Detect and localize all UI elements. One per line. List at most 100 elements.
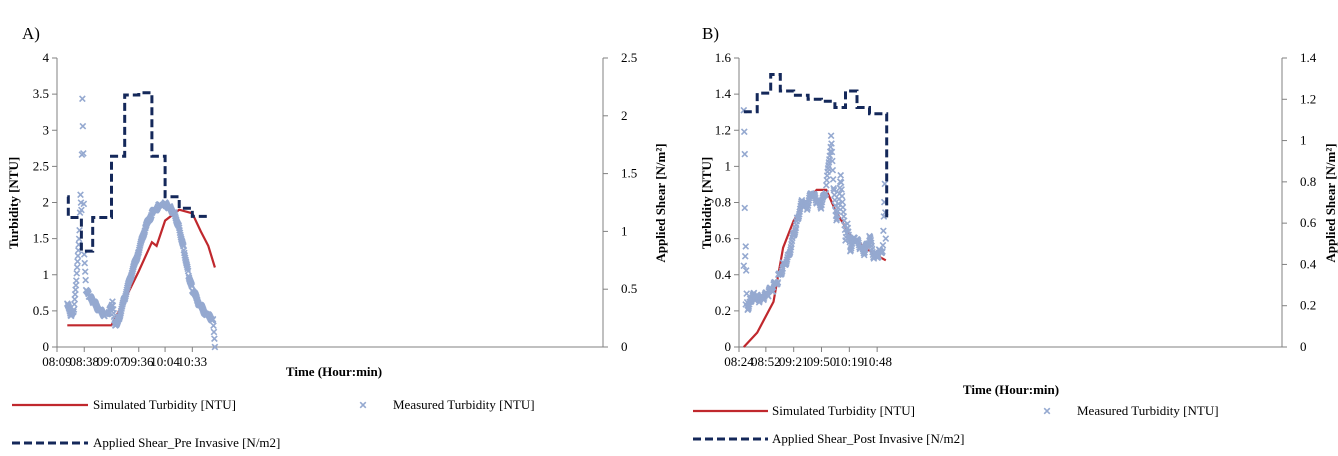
y-tick-label: 0 — [725, 339, 732, 354]
y-tick-label: 1 — [43, 267, 50, 282]
x-tick-label: 09:50 — [807, 354, 837, 369]
measured-turbidity-point — [828, 140, 835, 147]
legend: Simulated Turbidity [NTU] Measured Turbid… — [12, 397, 535, 450]
measured-turbidity-point — [209, 315, 217, 323]
x-tick-label: 10:48 — [862, 354, 892, 369]
measured-turbidity-point — [81, 259, 89, 267]
measured-turbidity-point — [74, 258, 81, 265]
measured-turbidity-point — [70, 306, 78, 313]
measured-turbidity-point — [838, 186, 845, 193]
y-axis-title: Turbidity [NTU] — [699, 157, 714, 249]
x-tick-label: 10:04 — [150, 354, 180, 369]
y2-tick-label: 1.4 — [1300, 50, 1317, 65]
y-tick-label: 3.5 — [33, 86, 49, 101]
measured-turbidity-point — [828, 148, 836, 156]
measured-turbidity-point — [829, 176, 837, 183]
legend-measured-label: Measured Turbidity [NTU] — [1077, 403, 1219, 418]
x-tick-label: 09:07 — [97, 354, 127, 369]
measured-turbidity-point — [740, 262, 748, 270]
x-tick-label: 08:09 — [42, 354, 72, 369]
x-tick-label: 10:33 — [178, 354, 208, 369]
measured-turbidity-point — [79, 149, 87, 157]
x-tick-label: 09:21 — [779, 354, 809, 369]
measured-turbidity-point — [743, 290, 751, 297]
measured-turbidity-point — [879, 247, 886, 255]
measured-turbidity-point — [879, 241, 887, 249]
y-tick-label: 0.5 — [33, 303, 49, 318]
measured-turbidity-point — [741, 150, 749, 158]
y-tick-label: 2.5 — [33, 158, 49, 173]
measured-turbidity-point — [77, 191, 84, 199]
y-tick-label: 1.5 — [33, 231, 49, 246]
measured-turbidity-point — [73, 263, 81, 271]
y-tick-label: 1.6 — [715, 50, 732, 65]
y-tick-label: 1.4 — [715, 86, 732, 101]
x-tick-label: 08:52 — [751, 354, 781, 369]
y-tick-label: 0.8 — [715, 195, 731, 210]
measured-turbidity-point — [830, 185, 837, 192]
measured-turbidity-point — [210, 328, 218, 336]
chart-panel-a: A) 0 0.5 1 1.5 2 2.5 3 3.5 4 0 0.5 1 1.5 2 2.5 08:0908:3… — [6, 24, 668, 450]
measured-turbidity-series — [740, 106, 890, 314]
y-axis-title: Turbidity [NTU] — [6, 157, 21, 249]
measured-turbidity-point — [822, 189, 830, 197]
measured-turbidity-point — [880, 227, 887, 235]
measured-turbidity-point — [742, 243, 750, 250]
y-tick-label: 4 — [43, 50, 50, 65]
y2-tick-label: 1 — [621, 223, 628, 238]
measured-turbidity-point — [837, 171, 845, 179]
y2-tick-label: 1.5 — [621, 166, 637, 181]
measured-turbidity-point — [211, 343, 219, 351]
measured-turbidity-point — [882, 235, 890, 242]
y-tick-label: 0.2 — [715, 303, 731, 318]
measured-turbidity-point — [742, 267, 750, 274]
y2-tick-label: 0.5 — [621, 281, 637, 296]
measured-turbidity-point — [833, 216, 840, 224]
legend-measured-label: Measured Turbidity [NTU] — [393, 397, 535, 412]
y2-axis-title: Applied Shear [N/m²] — [1323, 143, 1338, 262]
panel-label: B) — [702, 24, 719, 43]
measured-turbidity-point — [786, 248, 794, 256]
measured-turbidity-point — [740, 128, 748, 136]
measured-turbidity-point — [769, 288, 777, 295]
measured-turbidity-point — [79, 95, 86, 103]
legend: Simulated Turbidity [NTU] Measured Turbid… — [693, 403, 1219, 446]
legend-shear-label: Applied Shear_Post Invasive [N/m2] — [772, 431, 964, 446]
y2-tick-label: 2.5 — [621, 50, 637, 65]
y2-tick-label: 0.6 — [1300, 215, 1317, 230]
x-tick-label: 08:38 — [69, 354, 99, 369]
y2-tick-label: 0 — [621, 339, 628, 354]
legend-measured-swatch — [1043, 407, 1051, 415]
measured-turbidity-point — [211, 335, 218, 343]
y-tick-label: 0.6 — [715, 231, 732, 246]
applied-shear-line — [743, 73, 889, 219]
measured-turbidity-point — [837, 179, 845, 186]
measured-turbidity-point — [80, 200, 88, 208]
y2-tick-label: 1.2 — [1300, 91, 1316, 106]
applied-shear-line — [66, 91, 210, 253]
measured-turbidity-point — [74, 252, 82, 260]
measured-turbidity-point — [82, 276, 90, 284]
y2-tick-label: 0.2 — [1300, 298, 1316, 313]
measured-turbidity-point — [210, 322, 217, 329]
measured-turbidity-point — [774, 278, 782, 286]
x-axis-title: Time (Hour:min) — [963, 382, 1059, 397]
legend-simulated-label: Simulated Turbidity [NTU] — [93, 397, 236, 412]
y-tick-label: 0.4 — [715, 267, 732, 282]
y2-tick-label: 2 — [621, 108, 628, 123]
y-tick-label: 1 — [725, 158, 732, 173]
legend-simulated-label: Simulated Turbidity [NTU] — [772, 403, 915, 418]
measured-turbidity-point — [827, 132, 835, 140]
y-tick-label: 1.2 — [715, 122, 731, 137]
legend-shear-label: Applied Shear_Pre Invasive [N/m2] — [93, 435, 280, 450]
chart-panel-b: B) 0 0.2 0.4 0.6 0.8 1 1.2 1.4 1.6 0 0.2 0.4 0.6 0.8 1 1… — [693, 24, 1338, 446]
measured-turbidity-point — [70, 308, 77, 316]
measured-turbidity-point — [829, 166, 837, 174]
y-tick-label: 0 — [43, 339, 50, 354]
measured-turbidity-point — [73, 269, 81, 277]
panel-label: A) — [22, 24, 40, 43]
y2-tick-label: 0.4 — [1300, 256, 1317, 271]
legend-measured-swatch — [359, 401, 367, 409]
measured-turbidity-point — [79, 122, 87, 130]
